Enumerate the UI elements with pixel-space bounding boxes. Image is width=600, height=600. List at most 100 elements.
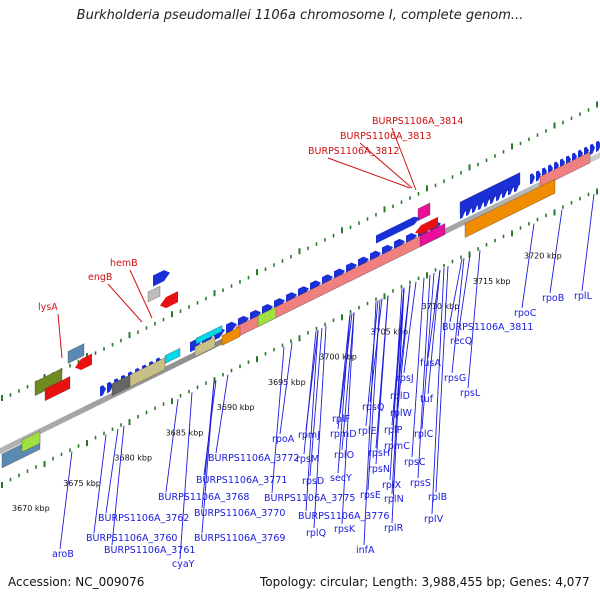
gene-label-lower: rplN xyxy=(384,494,404,505)
steel-gene xyxy=(67,343,85,364)
gene-labels: lysA engB hemB BURPS1106A_3812 BURPS1106A_38… xyxy=(38,116,593,570)
inner-tick-track xyxy=(1,188,598,489)
accession-value: NC_009076 xyxy=(75,575,145,589)
gene-label-lower: BURPS1106A_3761 xyxy=(104,545,195,556)
map-title: Burkholderia pseudomallei 1106a chromoso… xyxy=(76,8,524,23)
kbp-tick-label: 3720 kbp xyxy=(524,251,562,260)
kbp-tick-label: 3675 kbp xyxy=(63,479,101,488)
forward-gene-arrow xyxy=(536,170,541,182)
gene-label-lower: BURPS1106A_3762 xyxy=(98,513,189,524)
gene-label-lower: rplO xyxy=(334,450,354,461)
forward-gene-arrow xyxy=(107,381,113,394)
reverse-gene-arrow xyxy=(415,216,438,235)
gene-label-lower: BURPS1106A_3772 xyxy=(208,453,299,464)
kbp-tick-label: 3700 kbp xyxy=(319,353,357,362)
forward-gene-arrow xyxy=(530,173,535,185)
gene-label-lower: rplX xyxy=(382,480,402,491)
leader-line xyxy=(59,451,73,550)
reverse-gene-arrow xyxy=(160,291,178,309)
gene-label-lower: rpoA xyxy=(272,434,295,445)
gene-label-lower: rpmC xyxy=(384,441,410,452)
gene-label-lower: rpsE xyxy=(360,490,381,501)
gene-label-lower: rplQ xyxy=(306,528,326,539)
leader-line xyxy=(303,331,317,455)
leader-line xyxy=(375,295,389,449)
accession-footer: Accession: NC_009076 xyxy=(8,575,144,589)
genes-value: 4,077 xyxy=(555,575,590,589)
gene-label-upper: hemB xyxy=(110,258,138,269)
gene-label-lower: rplD xyxy=(390,391,410,402)
length-value: 3,988,455 bp xyxy=(421,575,502,589)
gene-label-lower: rpsC xyxy=(404,457,426,468)
gene-label-lower: rplF xyxy=(332,414,350,425)
leader-line xyxy=(417,274,431,479)
leader-line xyxy=(521,223,535,309)
kbp-tick-label: 3715 kbp xyxy=(473,277,511,286)
leader-line xyxy=(305,330,319,512)
gene-label-lower: rpsS xyxy=(410,478,431,489)
gene-label-lower: BURPS1106A_3775 xyxy=(264,493,355,504)
leader-line xyxy=(179,392,193,560)
leader-line xyxy=(365,300,379,427)
gene-label-lower: rpsL xyxy=(460,388,481,399)
gene-label-upper: BURPS1106A_3813 xyxy=(340,131,431,142)
leader-line xyxy=(581,193,595,292)
leader-line xyxy=(341,312,355,525)
gene-label-upper: engB xyxy=(88,272,112,283)
gene-label-lower: fusA xyxy=(420,358,441,369)
gene-label-lower: BURPS1106A_3768 xyxy=(158,492,249,503)
leader-line xyxy=(327,157,411,189)
gene-label-lower: rpsG xyxy=(444,373,466,384)
cyan-gene xyxy=(195,325,223,345)
kbp-tick-label: 3670 kbp xyxy=(12,504,50,513)
label-leader-lines xyxy=(57,127,595,560)
kbp-tick-label: 3690 kbp xyxy=(217,403,255,412)
gene-features xyxy=(1,140,600,469)
gene-label-lower: rplP xyxy=(384,425,403,436)
leader-line xyxy=(309,328,323,477)
lime-gene xyxy=(21,431,41,453)
kbp-tick-label: 3705 kbp xyxy=(370,327,408,336)
gene-label-lower: rpmD xyxy=(330,429,357,440)
gene-label-lower: rplB xyxy=(428,492,447,503)
gene-label-lower: rpoC xyxy=(514,308,537,319)
blue-gene xyxy=(459,172,521,215)
gene-label-lower: BURPS1106A_3769 xyxy=(194,533,285,544)
kbp-tick-label: 3710 kbp xyxy=(422,302,460,311)
leader-line xyxy=(57,313,63,359)
khaki-gene xyxy=(194,336,216,358)
gene-label-lower: rplR xyxy=(384,523,404,534)
gene-label-lower: BURPS1106A_3776 xyxy=(298,511,389,522)
forward-gene-arrow xyxy=(153,270,170,287)
gene-label-lower: rpoB xyxy=(542,293,564,304)
gene-label-lower: aroB xyxy=(52,549,74,560)
gene-label-lower: rplL xyxy=(574,291,593,302)
leader-line xyxy=(279,342,293,435)
gene-label-lower: secY xyxy=(330,473,352,484)
leader-line xyxy=(129,269,153,319)
leader-line xyxy=(165,399,179,493)
gene-label-lower: rpsK xyxy=(334,524,356,535)
stats-footer: Topology: circular; Length: 3,988,455 bp… xyxy=(260,575,590,589)
leader-line xyxy=(427,269,441,395)
forward-gene-arrow xyxy=(590,143,595,155)
gene-label-lower: rpsD xyxy=(302,476,324,487)
topology-value: circular xyxy=(319,575,365,589)
forward-gene-arrow xyxy=(376,216,420,244)
leader-line xyxy=(111,425,125,546)
orange-gene xyxy=(221,326,241,346)
gene-label-lower: rpsJ xyxy=(396,373,414,384)
leader-line xyxy=(107,283,143,323)
gene-label-upper: lysA xyxy=(38,302,58,313)
gene-label-lower: rplW xyxy=(390,408,413,419)
gene-label-lower: rplC xyxy=(414,429,434,440)
khaki-gene xyxy=(129,357,166,388)
gene-label-lower: rpmJ xyxy=(298,430,320,441)
gene-label-lower: rpsH xyxy=(368,448,390,459)
gene-label-lower: BURPS1106A_3771 xyxy=(196,475,287,486)
leader-line xyxy=(271,346,285,494)
forward-gene-arrow xyxy=(226,321,237,335)
kbp-tick-label: 3685 kbp xyxy=(166,428,204,437)
leader-line xyxy=(337,314,351,474)
